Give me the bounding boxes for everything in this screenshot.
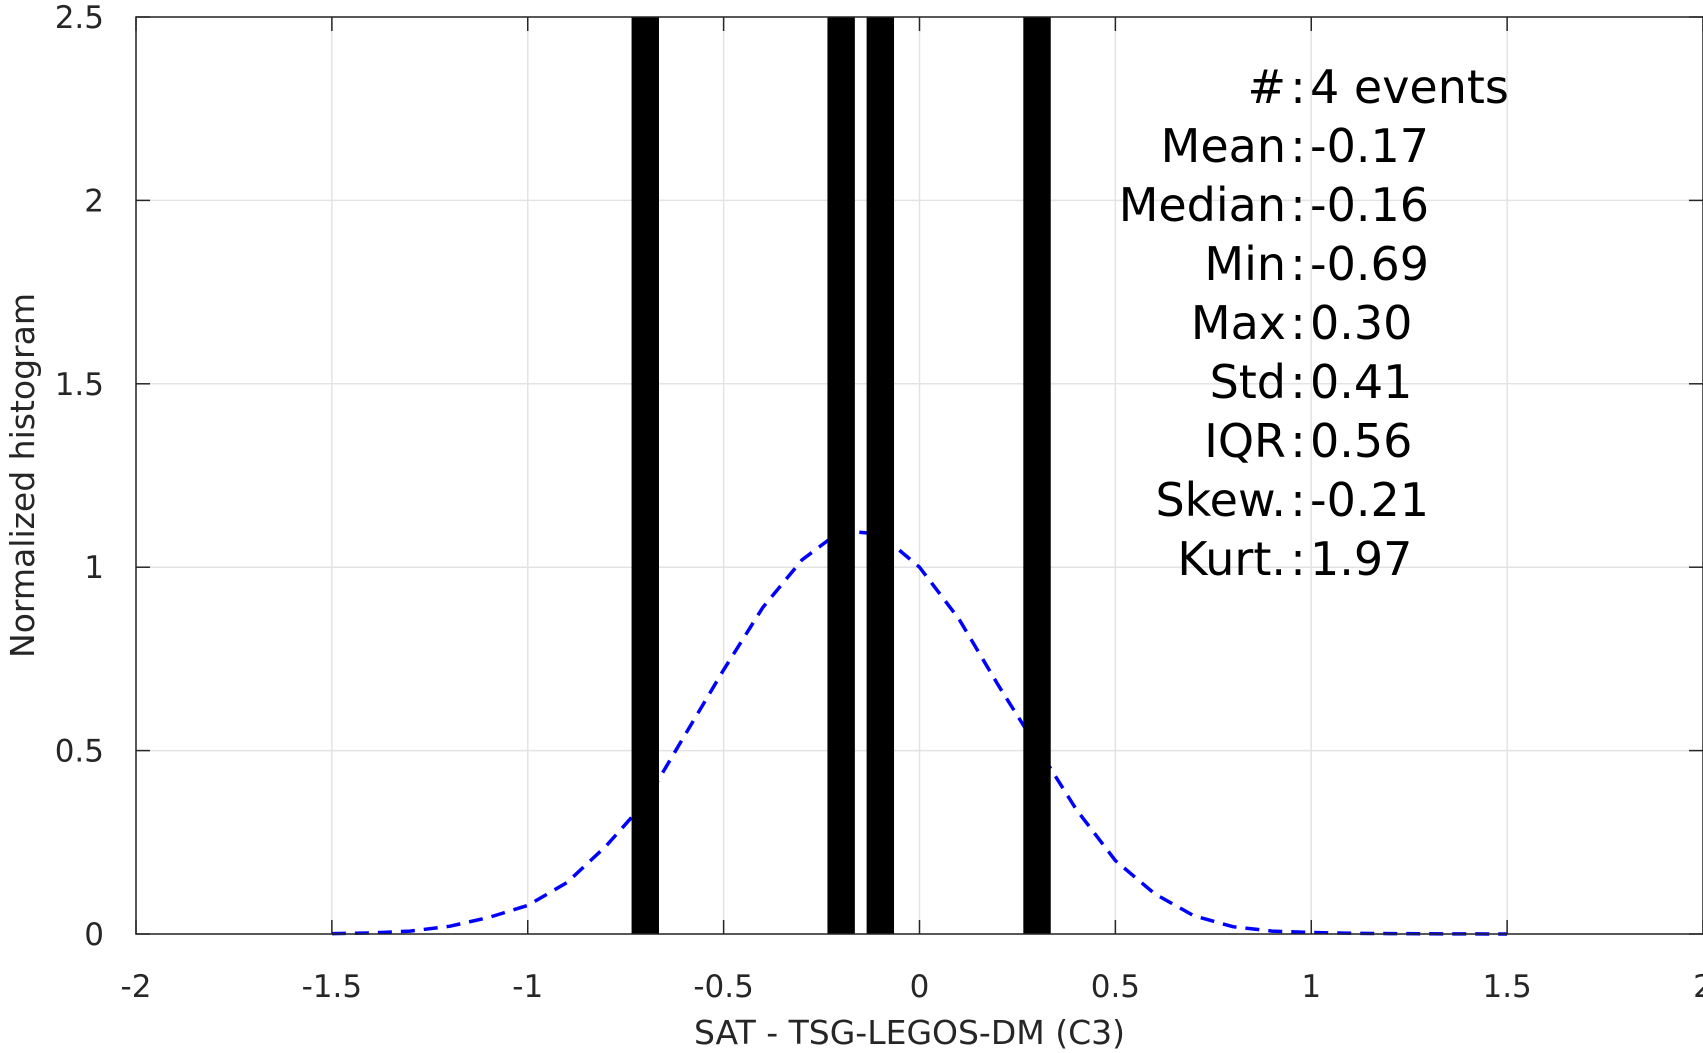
x-tick-label: 1.5 [1482, 969, 1531, 1005]
stats-label: Min [1204, 237, 1286, 291]
bar-layer [631, 17, 1051, 934]
x-tick-label: 2 [1693, 969, 1703, 1005]
stats-label: Std [1210, 355, 1286, 409]
stats-label: # [1247, 60, 1286, 114]
stats-colon: : [1290, 532, 1306, 586]
stats-value: 0.56 [1310, 414, 1412, 468]
x-tick-label: 0.5 [1091, 969, 1140, 1005]
x-tick-label: -1 [512, 969, 543, 1005]
y-axis-label: Normalized histogram [3, 293, 42, 658]
stats-value: 0.30 [1310, 296, 1412, 350]
stats-colon: : [1290, 119, 1306, 173]
y-tick-label: 2 [84, 183, 104, 219]
stats-label: Kurt. [1177, 532, 1286, 586]
y-tick-label: 1.5 [55, 367, 104, 403]
grid-lines [135, 16, 1703, 935]
stats-label: IQR [1204, 414, 1286, 468]
x-axis-label: SAT - TSG-LEGOS-DM (C3) [694, 1013, 1125, 1052]
x-tick-label: -0.5 [693, 969, 754, 1005]
stats-colon: : [1290, 237, 1306, 291]
y-tick-label: 0 [84, 917, 104, 953]
stats-value: 1.97 [1310, 532, 1412, 586]
gaussian-fit-layer [331, 528, 1508, 936]
stats-colon: : [1290, 355, 1306, 409]
gaussian-fit-curve [331, 528, 1508, 936]
stats-value: 0.41 [1310, 355, 1412, 409]
y-tick-label: 1 [84, 550, 104, 586]
histogram-bar [631, 17, 659, 934]
ticks: -2 -1.5 -1 -0.5 0 0.5 1 1.5 2 0 0.5 1 1.5 2 2.5 [55, 0, 1703, 1005]
stats-label: Mean [1161, 119, 1286, 173]
y-tick-label: 0.5 [55, 734, 104, 770]
stats-label: Median [1119, 178, 1286, 232]
x-tick-label: 1 [1301, 969, 1321, 1005]
stats-label: Skew. [1155, 473, 1286, 527]
stats-value: -0.16 [1310, 178, 1429, 232]
histogram-bar [1023, 17, 1051, 934]
stats-value: -0.69 [1310, 237, 1429, 291]
stats-colon: : [1290, 473, 1306, 527]
stats-colon: : [1290, 60, 1306, 114]
x-tick-label: 0 [910, 969, 930, 1005]
y-tick-label: 2.5 [55, 0, 104, 36]
stats-label: Max [1191, 296, 1286, 350]
histogram-bar [827, 17, 855, 934]
x-tick-label: -2 [121, 969, 152, 1005]
histogram-bar [866, 17, 895, 934]
stats-value: 4 events [1310, 60, 1509, 114]
stats-value: -0.21 [1310, 473, 1429, 527]
stats-colon: : [1290, 414, 1306, 468]
stats-value: -0.17 [1310, 119, 1429, 173]
x-tick-label: -1.5 [302, 969, 363, 1005]
stats-colon: : [1290, 178, 1306, 232]
stats-annotation: #4 events:Mean -0.17:Median -0.16:Min -0.69… [1119, 60, 1509, 586]
stats-colon: : [1290, 296, 1306, 350]
